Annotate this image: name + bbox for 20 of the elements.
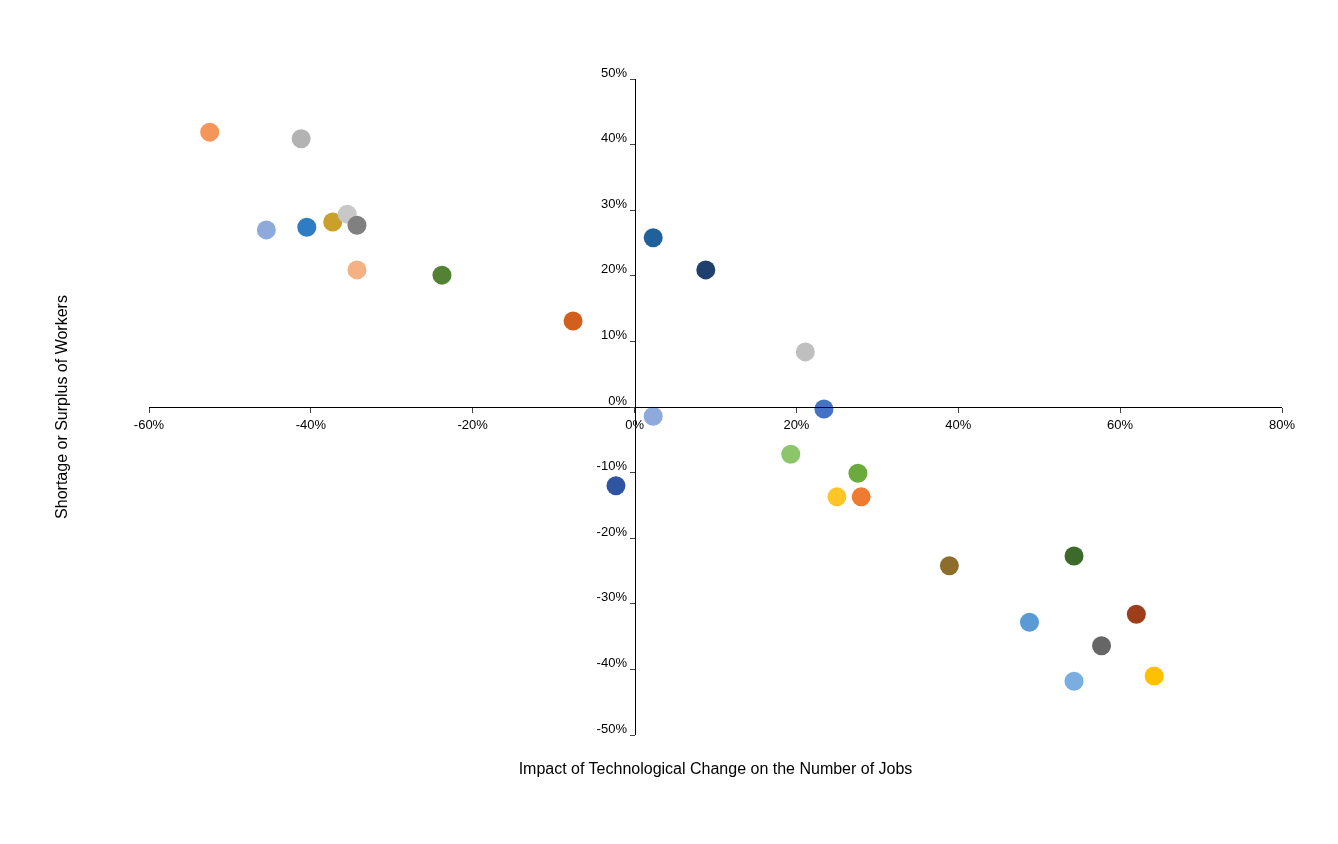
x-axis-title: Impact of Technological Change on the Number of Jobs [518, 760, 913, 778]
y-tick-label: -20% [596, 523, 628, 539]
x-tick-label: -60% [133, 416, 165, 432]
y-tick-label: -30% [596, 589, 628, 605]
y-tick-label: -40% [596, 654, 628, 670]
y-tick-label: 20% [600, 261, 628, 277]
y-tick-label: -50% [596, 720, 628, 736]
y-axis-title: Shortage or Surplus of Workers [52, 295, 70, 519]
x-tick-label: -40% [295, 416, 327, 432]
x-tick-label: 40% [945, 416, 972, 432]
y-tick-label: 30% [600, 195, 628, 211]
y-tick-label: 10% [600, 326, 628, 342]
y-tick-label: 50% [600, 64, 628, 80]
y-tick-label: -10% [596, 458, 628, 474]
y-tick-label: 0% [608, 392, 628, 408]
x-tick-label: -20% [457, 416, 489, 432]
y-tick-label: 40% [600, 130, 628, 146]
x-tick-label: 80% [1268, 416, 1296, 432]
x-tick-label: 60% [1107, 416, 1134, 432]
x-tick-label: 20% [783, 416, 810, 432]
